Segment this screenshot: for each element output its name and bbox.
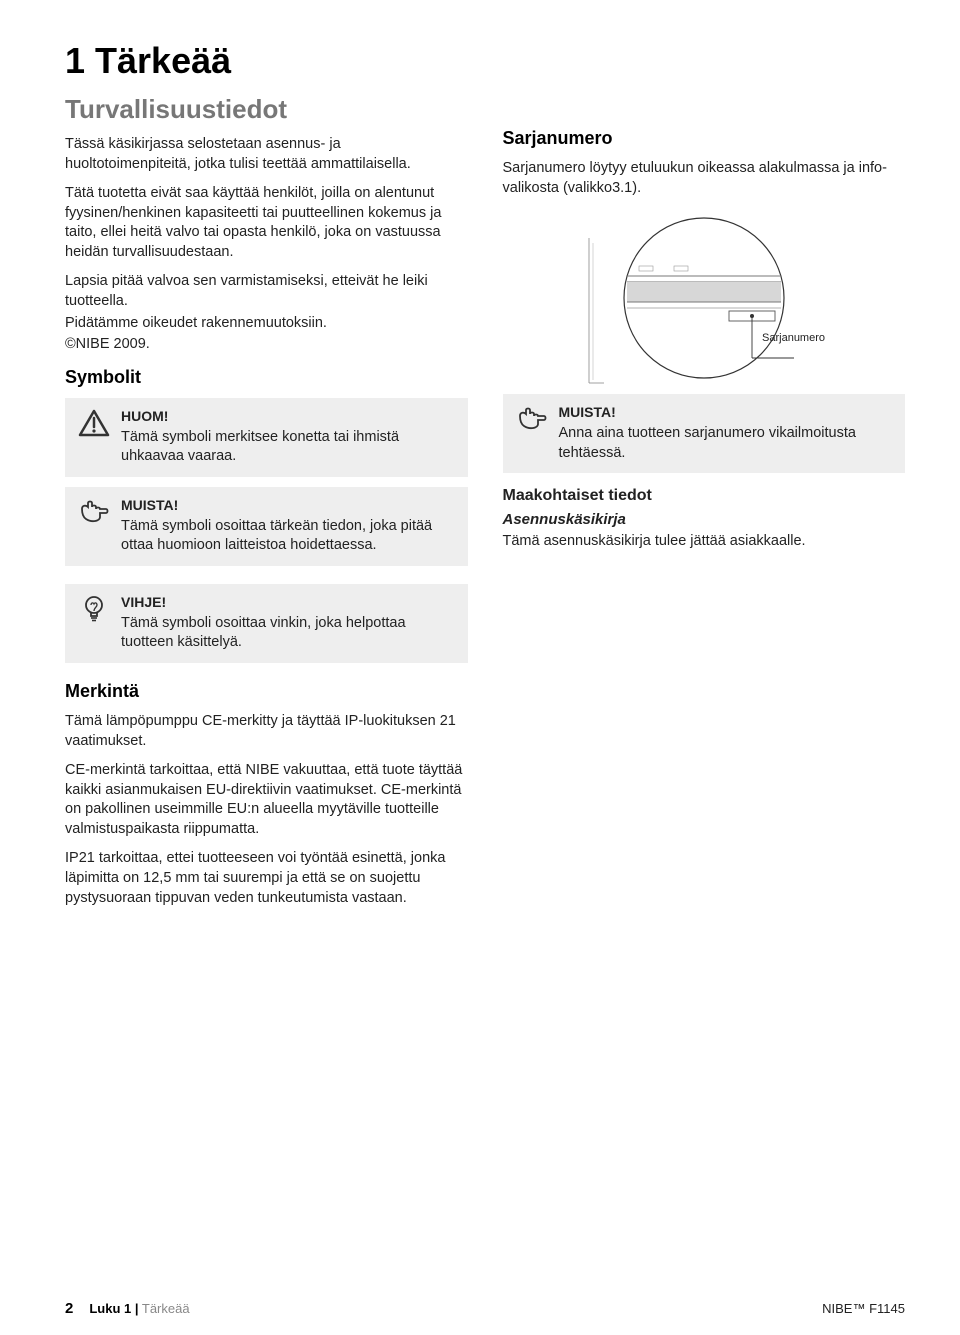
merkinta-heading: Merkintä xyxy=(65,681,468,702)
muista-text-right: Anna aina tuotteen sarjanumero vikailmoi… xyxy=(559,424,894,463)
left-column: Turvallisuustiedot Tässä käsikirjassa se… xyxy=(65,94,468,918)
huom-text: Tämä symboli merkitsee konetta tai ihmis… xyxy=(121,428,456,467)
intro-paragraph: Tässä käsikirjassa selostetaan asennus- … xyxy=(65,135,468,174)
footer-chapter-label: Luku 1 | xyxy=(89,1301,138,1316)
footer-chapter: Luku 1 | Tärkeää xyxy=(89,1301,189,1316)
vihje-text: Tämä symboli osoittaa vinkin, joka helpo… xyxy=(121,614,456,653)
symbolit-heading: Symbolit xyxy=(65,367,468,388)
footer-chapter-name: Tärkeää xyxy=(142,1301,190,1316)
muista-text-left: Tämä symboli osoittaa tärkeän tiedon, jo… xyxy=(121,517,456,556)
hand-pointing-icon xyxy=(515,404,549,434)
two-column-layout: Turvallisuustiedot Tässä käsikirjassa se… xyxy=(65,94,905,918)
warning-triangle-icon xyxy=(77,408,111,438)
callout-muista-right: MUISTA! Anna aina tuotteen sarjanumero v… xyxy=(503,394,906,473)
callout-muista-left: MUISTA! Tämä symboli osoittaa tärkeän ti… xyxy=(65,487,468,566)
asennuskasikirja-heading: Asennuskäsikirja xyxy=(503,511,906,528)
muista-title-right: MUISTA! xyxy=(559,404,894,420)
hand-pointing-icon xyxy=(77,497,111,527)
huom-title: HUOM! xyxy=(121,408,456,424)
vihje-title: VIHJE! xyxy=(121,594,456,610)
maakohtaiset-heading: Maakohtaiset tiedot xyxy=(503,487,906,505)
page-footer: 2 Luku 1 | Tärkeää NIBE™ F1145 xyxy=(65,1300,905,1317)
right-column: Sarjanumero Sarjanumero löytyy etuluukun… xyxy=(503,94,906,918)
callout-huom: HUOM! Tämä symboli merkitsee konetta tai… xyxy=(65,398,468,477)
asennuskasikirja-text: Tämä asennuskäsikirja tulee jättää asiak… xyxy=(503,532,906,552)
footer-product: NIBE™ F1145 xyxy=(822,1301,905,1316)
callout-vihje: VIHJE! Tämä symboli osoittaa vinkin, jok… xyxy=(65,584,468,663)
footer-page-number: 2 xyxy=(65,1300,73,1317)
copyright-paragraph: ©NIBE 2009. xyxy=(65,335,468,355)
rights-paragraph: Pidätämme oikeudet rakennemuutoksiin. xyxy=(65,314,468,334)
section-title-turvallisuus: Turvallisuustiedot xyxy=(65,94,468,125)
chapter-title: 1 Tärkeää xyxy=(65,40,905,82)
serial-number-diagram xyxy=(579,208,829,388)
muista-title-left: MUISTA! xyxy=(121,497,456,513)
warranty-paragraph: Tätä tuotetta eivät saa käyttää henkilöt… xyxy=(65,184,468,262)
merkinta-p2: CE-merkintä tarkoittaa, että NIBE vakuut… xyxy=(65,761,468,839)
sarjanumero-text: Sarjanumero löytyy etuluukun oikeassa al… xyxy=(503,159,906,198)
children-paragraph: Lapsia pitää valvoa sen varmistamiseksi,… xyxy=(65,272,468,311)
merkinta-p3: IP21 tarkoittaa, ettei tuotteeseen voi t… xyxy=(65,849,468,908)
merkinta-p1: Tämä lämpöpumppu CE-merkitty ja täyttää … xyxy=(65,712,468,751)
lightbulb-icon xyxy=(77,594,111,624)
sarjanumero-heading: Sarjanumero xyxy=(503,128,906,149)
